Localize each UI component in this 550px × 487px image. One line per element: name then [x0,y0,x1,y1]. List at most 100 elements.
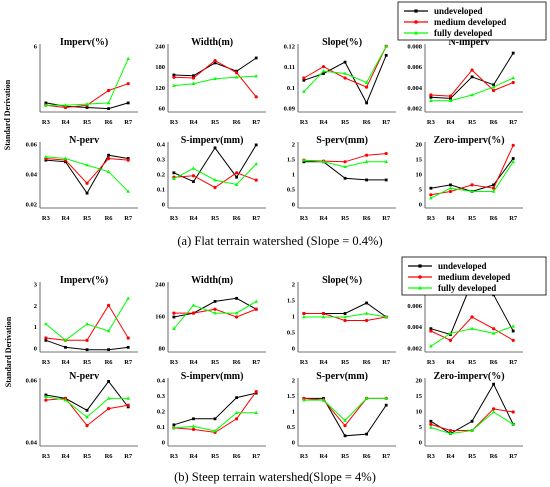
data-point [384,44,388,48]
data-point [302,311,306,316]
data-point [107,107,110,110]
series-line-medium-developed [173,391,257,433]
y-tick-label: 0.4 [157,141,166,148]
data-point [85,408,89,412]
y-tick-label: 1 [34,324,37,331]
data-point [85,102,89,106]
data-point [429,93,433,97]
data-point [448,98,453,102]
data-point [191,166,196,170]
data-point [322,72,325,75]
data-point [44,394,48,398]
data-point [470,428,474,432]
y-tick-label: 15 [416,393,423,400]
x-tick-label: R6 [490,215,499,222]
series-line-fully-developed [173,412,257,432]
legend-marker [414,30,418,35]
data-point [511,422,515,426]
y-tick-label: 0.004 [407,85,422,92]
data-point [126,101,130,105]
data-point [172,75,176,79]
x-tick-label: R3 [42,119,51,126]
y-tick-label: 5 [419,186,423,193]
y-tick-label: 0 [419,439,422,446]
data-point [64,345,67,349]
x-tick-label: R4 [447,453,456,460]
data-point [213,300,217,303]
panel-steep-8: Zero-imperv(%) 20 15 10 5 0 R3 R4 R5 R6 R7 [416,371,523,460]
series-line-medium-developed [45,397,129,427]
legend-box [401,256,547,296]
data-point [470,68,474,72]
y-tick-label: 240 [155,43,165,50]
data-point [126,56,130,61]
data-point [343,424,347,428]
data-point [63,338,68,342]
series-line-fully-developed [430,77,514,102]
data-point [191,174,196,178]
data-point [213,417,217,421]
data-point [213,428,217,433]
legend-label: medium developed [438,272,510,282]
series-line-medium-developed [430,408,514,431]
data-point [429,98,433,102]
data-point [470,93,474,97]
data-point [85,338,89,342]
x-tick-label: R3 [427,453,436,460]
y-tick-label: 0.002 [407,345,422,352]
x-tick-label: R5 [468,215,477,222]
data-point [384,396,388,400]
data-point [254,390,258,394]
data-point [63,103,68,107]
data-point [429,329,433,333]
data-point [254,410,258,415]
x-tick-label: R7 [509,215,518,222]
data-point [321,398,326,402]
y-tick-label: 0 [34,345,37,352]
data-point [429,186,433,190]
y-tick-label: 0.1 [157,186,165,193]
y-tick-label: 0 [419,201,422,208]
panel-steep-3: Slope(%) 2 1.5 1 0.5 0 R3 R4 R5 R6 R7 [287,275,396,366]
data-point [448,94,453,98]
data-point [213,146,217,150]
y-tick-label: 0 [292,439,295,446]
legend-label: medium developed [434,17,506,27]
data-point [254,95,258,99]
data-point [126,396,130,400]
y-tick-label: 0.09 [284,105,296,112]
y-tick-label: 0.04 [26,439,38,446]
data-point [213,311,217,315]
x-tick-label: R3 [300,359,309,366]
y-tick-label: 3 [34,281,38,288]
data-point [511,410,515,414]
y-tick-label: 0 [292,201,295,208]
data-point [302,89,306,93]
data-point [213,307,217,311]
series-line-medium-developed [303,46,387,88]
y-tick-label: 20 [416,377,423,384]
x-tick-label: R3 [427,119,436,126]
y-tick-label: 5 [419,424,423,431]
data-point [511,157,515,160]
data-point [191,427,196,431]
data-point [44,154,48,159]
x-tick-label: R5 [211,119,220,126]
x-tick-label: R6 [233,453,242,460]
data-point [106,100,111,105]
x-tick-label: R4 [190,119,199,126]
x-tick-label: R3 [300,453,309,460]
y-tick-label: 6 [34,43,38,50]
y-tick-label: 2 [292,377,295,384]
data-point [107,380,110,383]
data-point [192,74,195,78]
x-tick-label: R4 [447,215,456,222]
y-tick-label: 10 [416,408,423,415]
x-tick-label: R3 [170,215,179,222]
x-tick-label: R6 [233,119,242,126]
data-point [126,345,130,349]
data-point [384,159,388,164]
data-point [191,424,196,428]
